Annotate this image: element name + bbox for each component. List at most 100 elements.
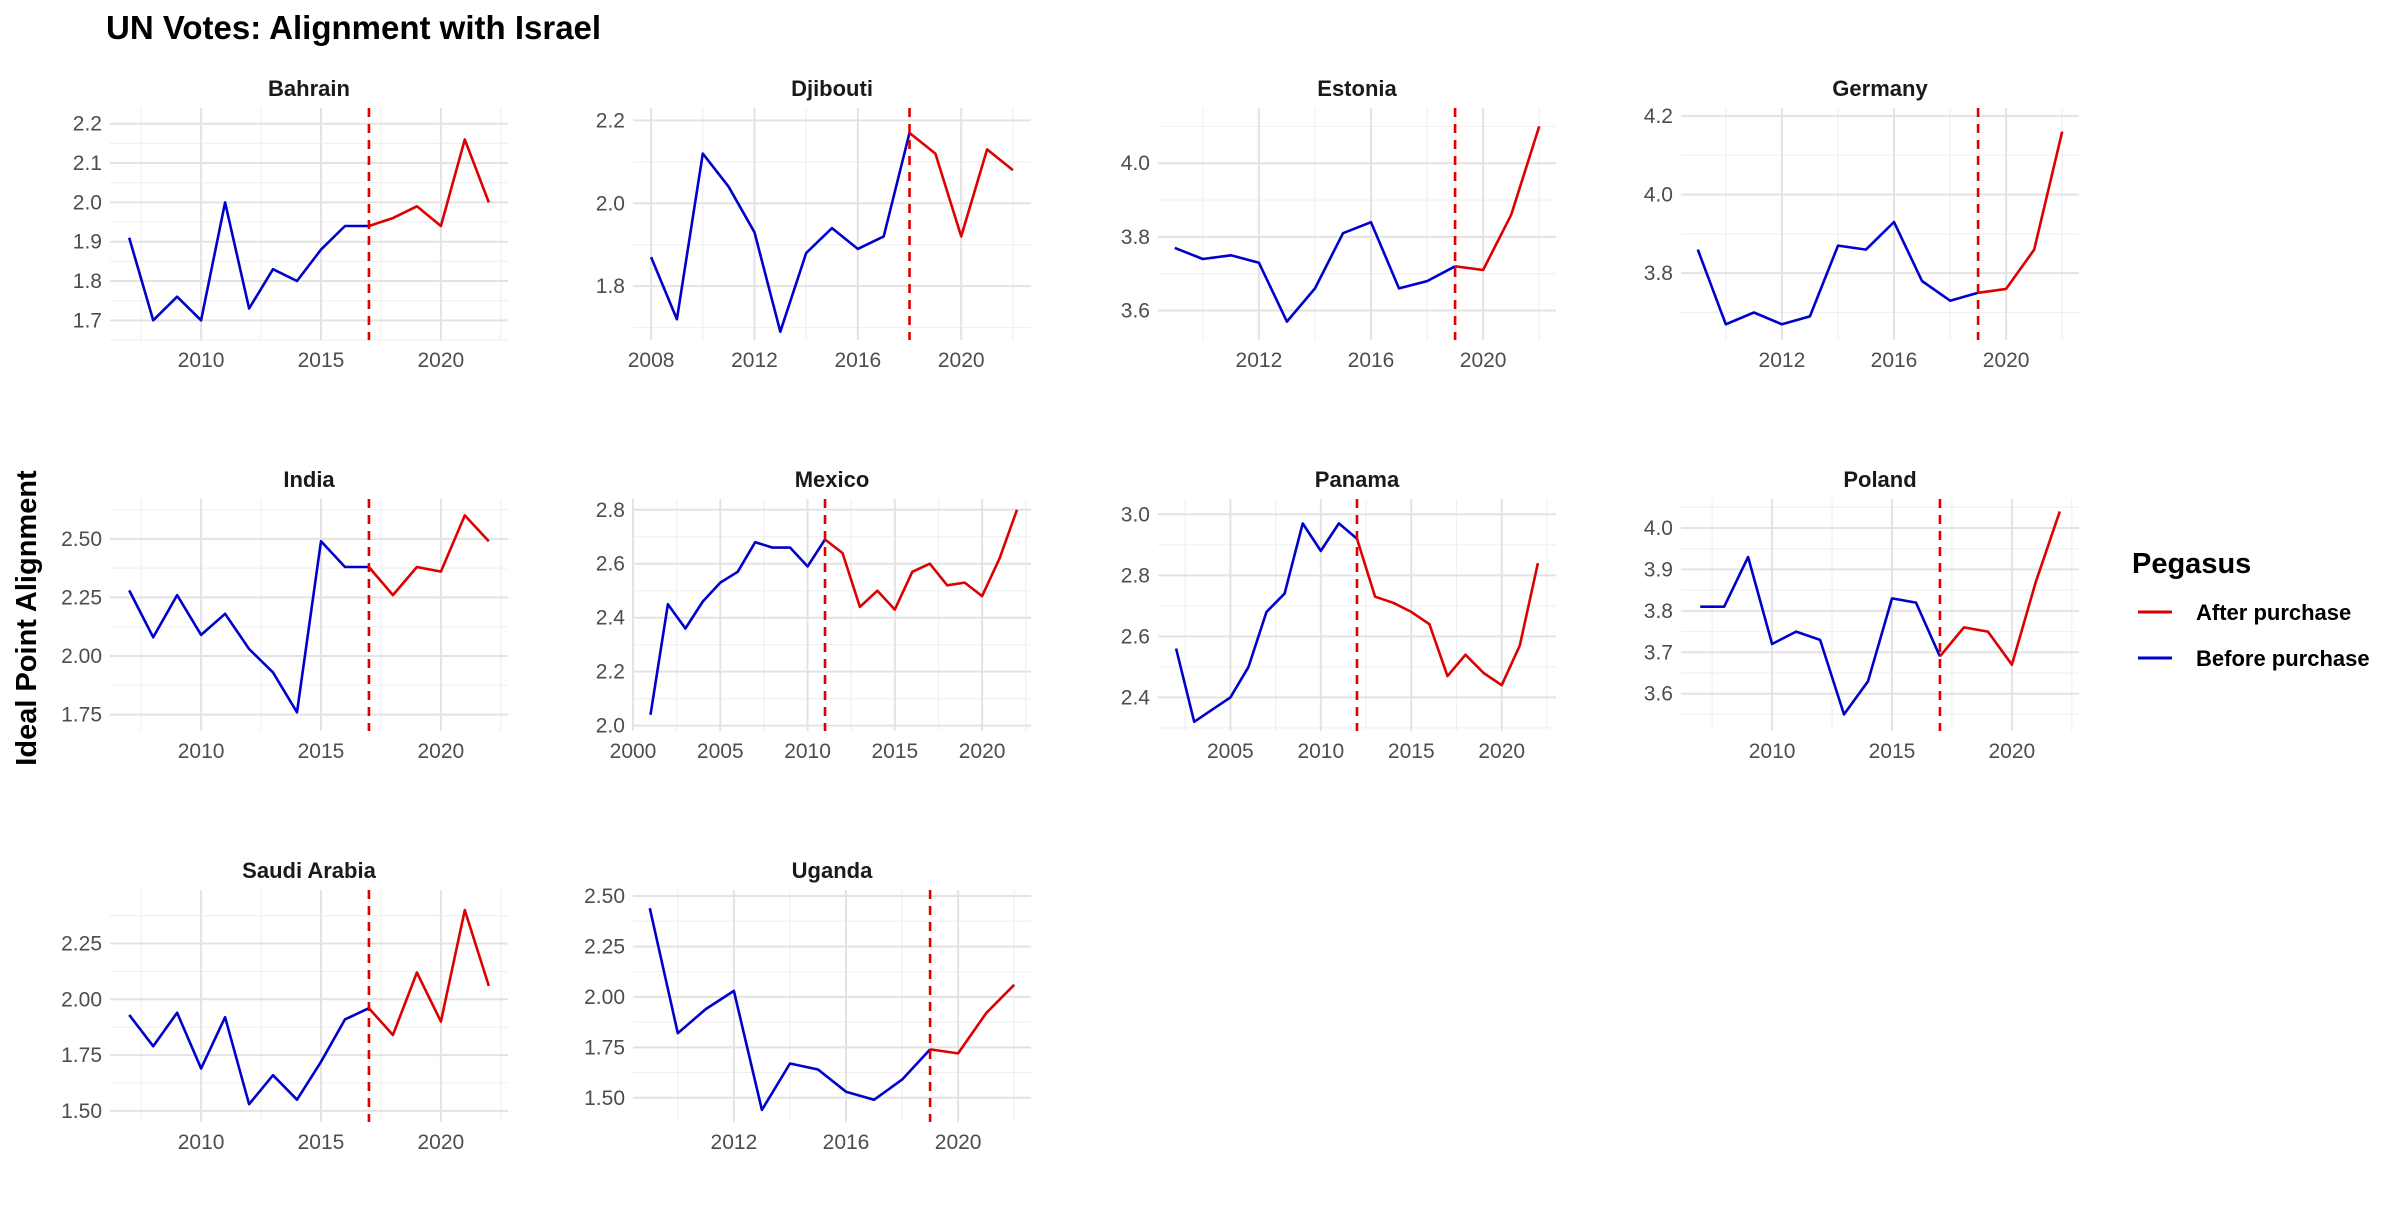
legend-title: Pegasus: [2132, 548, 2251, 580]
y-tick-label: 2.50: [584, 885, 625, 908]
x-tick-label: 2010: [1297, 740, 1344, 763]
x-tick-label: 2020: [1478, 740, 1525, 763]
y-tick-label: 2.4: [596, 607, 626, 630]
series-line-after-purchase: [1454, 126, 1541, 272]
x-tick-label: 2020: [959, 740, 1006, 763]
x-tick-label: 2015: [298, 1131, 345, 1154]
y-tick-label: 3.9: [1644, 558, 1673, 581]
x-tick-label: 2015: [1388, 740, 1435, 763]
y-tick-label: 3.8: [1644, 600, 1673, 623]
panel-title: Poland: [1843, 467, 1916, 492]
x-tick-label: 2015: [298, 740, 345, 763]
chart-title: UN Votes: Alignment with Israel: [106, 9, 601, 46]
y-tick-label: 2.0: [596, 715, 625, 738]
y-tick-label: 1.75: [61, 1044, 102, 1067]
panels-layer: Bahrain 2010 2015 2020 1.7 1.8 1.9 2.0 2.1 2.2 Dji…: [61, 76, 2079, 1154]
y-tick-label: 1.50: [61, 1100, 102, 1123]
series-line-after-purchase: [1355, 538, 1540, 687]
series-line-after-purchase: [1977, 131, 2064, 295]
x-tick-label: 2020: [418, 740, 465, 763]
y-tick-label: 1.75: [61, 704, 102, 727]
panel-panama: Panama 2005 2010 2015 2020 2.4 2.6 2.8 3.0: [1121, 467, 1556, 763]
y-tick-label: 2.50: [61, 528, 102, 551]
series-line-before-purchase: [128, 1007, 370, 1106]
x-tick-label: 2015: [298, 349, 345, 372]
y-tick-label: 1.8: [73, 270, 102, 293]
y-tick-label: 3.8: [1644, 262, 1673, 285]
y-tick-label: 2.2: [596, 109, 625, 132]
y-tick-label: 2.0: [73, 191, 102, 214]
y-tick-label: 2.1: [73, 152, 102, 175]
x-tick-label: 2010: [178, 349, 225, 372]
x-tick-label: 2020: [418, 1131, 465, 1154]
y-axis-title: Ideal Point Alignment: [11, 470, 43, 766]
x-tick-label: 2020: [1460, 349, 1507, 372]
y-tick-label: 4.0: [1644, 517, 1673, 540]
x-tick-label: 2020: [938, 349, 985, 372]
x-tick-label: 2005: [697, 740, 744, 763]
panel-title: Djibouti: [791, 76, 873, 101]
y-tick-label: 2.6: [1121, 625, 1150, 648]
panel-india: India 2010 2015 2020 1.75 2.00 2.25 2.50: [61, 467, 508, 763]
panel-djibouti: Djibouti 2008 2012 2016 2020 1.8 2.0 2.2: [596, 76, 1031, 372]
y-tick-label: 1.9: [73, 231, 102, 254]
y-tick-label: 2.8: [596, 499, 625, 522]
y-tick-label: 2.8: [1121, 564, 1150, 587]
x-tick-label: 2020: [1989, 740, 2036, 763]
panel-bahrain: Bahrain 2010 2015 2020 1.7 1.8 1.9 2.0 2.1 2.2: [73, 76, 508, 372]
panel-title: Panama: [1315, 467, 1400, 492]
panel-title: India: [283, 467, 335, 492]
x-tick-label: 2010: [178, 740, 225, 763]
y-tick-label: 2.2: [73, 113, 102, 136]
y-tick-label: 1.75: [584, 1036, 625, 1059]
y-tick-label: 2.6: [596, 553, 625, 576]
y-tick-label: 3.8: [1121, 226, 1150, 249]
x-tick-label: 2012: [1236, 349, 1283, 372]
y-tick-label: 4.0: [1644, 184, 1673, 207]
x-tick-label: 2016: [1348, 349, 1395, 372]
y-tick-label: 1.7: [73, 309, 102, 332]
y-tick-label: 4.2: [1644, 105, 1673, 128]
x-tick-label: 2010: [784, 740, 831, 763]
y-tick-label: 2.25: [61, 586, 102, 609]
series-line-before-purchase: [649, 132, 911, 334]
series-line-after-purchase: [824, 509, 1019, 611]
series-line-before-purchase: [1696, 220, 1979, 326]
x-tick-label: 2012: [731, 349, 778, 372]
panel-uganda: Uganda 2012 2016 2020 1.50 1.75 2.00 2.25 2.50: [584, 858, 1031, 1154]
y-tick-label: 2.00: [584, 986, 625, 1009]
y-tick-label: 2.2: [596, 661, 625, 684]
series-line-before-purchase: [1174, 220, 1456, 323]
y-tick-label: 2.00: [61, 645, 102, 668]
series-line-after-purchase: [368, 138, 491, 228]
y-tick-label: 2.25: [61, 933, 102, 956]
panel-title: Bahrain: [268, 76, 350, 101]
panel-poland: Poland 2010 2015 2020 3.6 3.7 3.8 3.9 4.0: [1644, 467, 2079, 763]
x-tick-label: 2020: [418, 349, 465, 372]
x-tick-label: 2008: [628, 349, 675, 372]
y-tick-label: 2.0: [596, 192, 625, 215]
panel-title: Mexico: [795, 467, 870, 492]
series-line-before-purchase: [1700, 555, 1942, 716]
x-tick-label: 2020: [935, 1131, 982, 1154]
panel-saudi-arabia: Saudi Arabia 2010 2015 2020 1.50 1.75 2.00 2.25: [61, 858, 508, 1154]
legend-label-after: After purchase: [2196, 600, 2351, 625]
x-tick-label: 2005: [1207, 740, 1254, 763]
panel-title: Germany: [1832, 76, 1928, 101]
y-tick-label: 2.25: [584, 935, 625, 958]
series-line-after-purchase: [367, 514, 490, 597]
x-tick-label: 2010: [1749, 740, 1796, 763]
series-line-before-purchase: [127, 201, 369, 322]
x-tick-label: 2020: [1983, 349, 2030, 372]
y-tick-label: 3.6: [1121, 300, 1150, 323]
panel-title: Estonia: [1317, 76, 1397, 101]
y-tick-label: 2.4: [1121, 686, 1151, 709]
y-tick-label: 1.50: [584, 1087, 625, 1110]
legend: Pegasus After purchase Before purchase: [2132, 548, 2370, 671]
legend-label-before: Before purchase: [2196, 646, 2370, 671]
y-tick-label: 3.7: [1644, 641, 1673, 664]
x-tick-label: 2000: [610, 740, 657, 763]
x-tick-label: 2016: [834, 349, 881, 372]
x-tick-label: 2015: [1869, 740, 1916, 763]
